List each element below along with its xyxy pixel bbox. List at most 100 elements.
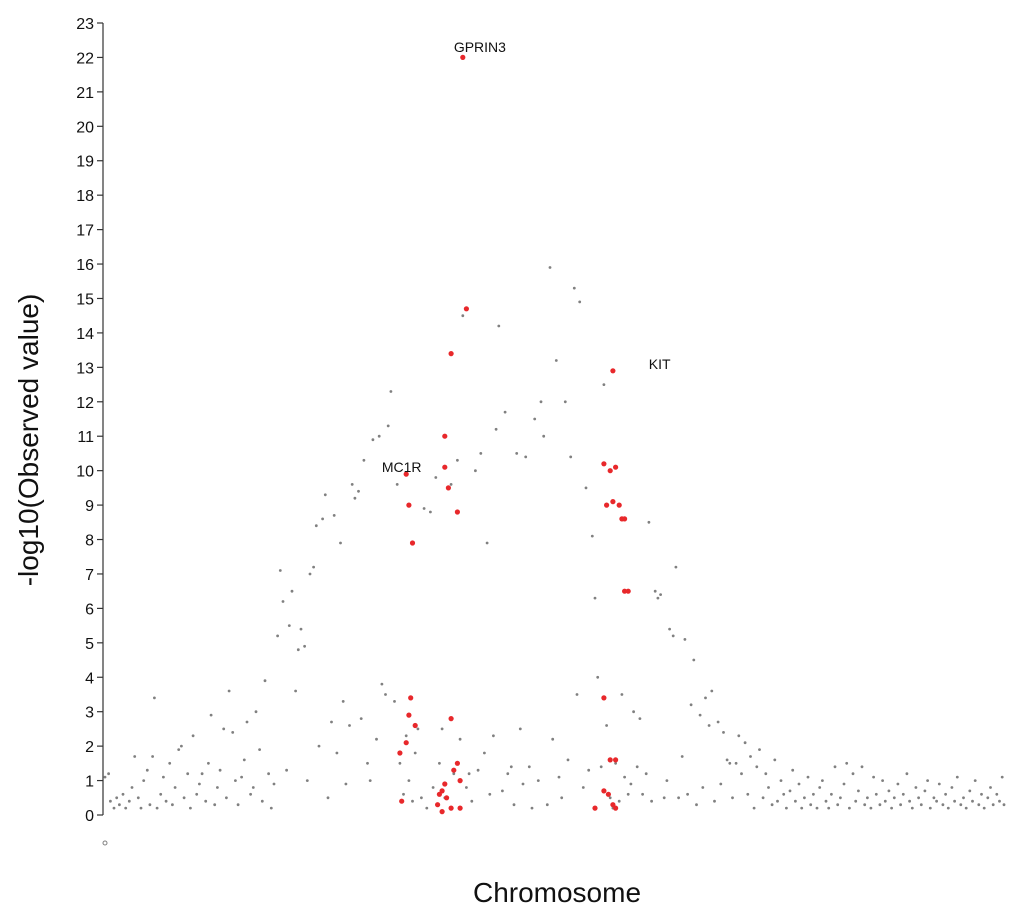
data-point xyxy=(901,792,905,796)
data-point xyxy=(341,700,345,703)
data-point xyxy=(887,789,891,793)
data-point xyxy=(375,737,378,741)
data-point xyxy=(479,452,483,455)
y-tick-label: 20 xyxy=(76,119,94,136)
data-point xyxy=(662,796,666,800)
data-point xyxy=(833,765,837,769)
data-point xyxy=(148,803,152,807)
highlight-point xyxy=(403,740,409,746)
data-point xyxy=(548,266,552,269)
highlight-point xyxy=(403,471,409,477)
data-point xyxy=(584,486,588,490)
data-point xyxy=(130,786,134,789)
data-point xyxy=(881,779,884,782)
data-point xyxy=(213,803,217,807)
data-point xyxy=(195,792,199,796)
data-point xyxy=(788,789,792,793)
data-point xyxy=(299,627,303,631)
y-axis-title: -log10(Observed value) xyxy=(13,294,44,587)
data-point xyxy=(995,792,999,796)
highlight-point xyxy=(601,695,607,701)
data-point xyxy=(258,748,261,751)
data-point xyxy=(590,534,594,538)
data-point xyxy=(989,786,992,789)
data-point xyxy=(386,424,390,428)
data-point xyxy=(458,737,462,741)
data-point xyxy=(800,806,804,810)
data-point xyxy=(959,803,963,807)
y-tick-label: 18 xyxy=(76,188,94,205)
data-point xyxy=(159,792,163,796)
data-point xyxy=(689,703,693,707)
data-point xyxy=(465,786,468,789)
data-point xyxy=(836,803,840,807)
data-point xyxy=(245,720,249,724)
data-point xyxy=(910,806,914,810)
data-point xyxy=(755,765,759,769)
data-point xyxy=(686,792,689,796)
data-point xyxy=(569,455,573,459)
highlight-point xyxy=(457,778,463,784)
data-point xyxy=(908,799,911,803)
data-point xyxy=(317,744,321,748)
data-point xyxy=(267,772,270,776)
data-point xyxy=(842,782,846,786)
data-point xyxy=(536,779,540,782)
data-point xyxy=(587,768,591,772)
data-point xyxy=(121,792,125,796)
data-point xyxy=(632,710,635,714)
data-point xyxy=(914,786,918,789)
data-point xyxy=(456,458,459,462)
data-point xyxy=(806,775,810,779)
data-point xyxy=(362,458,366,462)
data-point xyxy=(515,452,519,455)
data-point xyxy=(530,806,534,810)
data-point xyxy=(635,765,639,769)
data-point xyxy=(695,803,698,807)
highlight-point xyxy=(397,750,403,756)
data-point xyxy=(797,782,801,786)
data-point xyxy=(533,417,537,421)
y-tick-label: 6 xyxy=(85,601,94,618)
data-point xyxy=(935,799,938,803)
data-point xyxy=(407,779,411,782)
y-tick-label: 16 xyxy=(76,257,94,274)
data-point xyxy=(659,593,662,596)
red-points-layer xyxy=(397,54,631,815)
highlight-point xyxy=(463,306,469,312)
data-point xyxy=(420,796,423,800)
data-point xyxy=(644,772,648,776)
data-point xyxy=(905,772,909,776)
data-point xyxy=(955,775,959,779)
highlight-point xyxy=(408,695,414,701)
data-point xyxy=(249,792,253,796)
data-point xyxy=(770,803,774,807)
data-point xyxy=(803,796,806,800)
gray-points-layer xyxy=(102,266,1006,846)
highlight-point xyxy=(592,805,598,811)
highlight-point xyxy=(448,351,454,357)
data-point xyxy=(991,803,995,807)
data-point xyxy=(575,693,579,696)
highlight-point xyxy=(435,802,441,808)
data-point xyxy=(779,779,783,782)
data-point xyxy=(492,734,495,738)
highlight-point xyxy=(616,502,622,508)
gene-label-gprin3: GPRIN3 xyxy=(454,39,506,55)
y-tick-label: 21 xyxy=(76,85,94,102)
data-point xyxy=(761,796,765,800)
data-point xyxy=(335,751,339,755)
data-point xyxy=(483,751,486,755)
data-point xyxy=(269,806,273,810)
data-point xyxy=(791,768,795,772)
highlight-point xyxy=(622,588,628,594)
data-point xyxy=(857,789,860,793)
data-point xyxy=(665,779,669,782)
data-point xyxy=(731,796,734,800)
data-point xyxy=(982,806,986,810)
highlight-point xyxy=(607,757,613,763)
data-point xyxy=(698,713,702,717)
highlight-point xyxy=(460,54,466,61)
data-point xyxy=(647,520,651,524)
